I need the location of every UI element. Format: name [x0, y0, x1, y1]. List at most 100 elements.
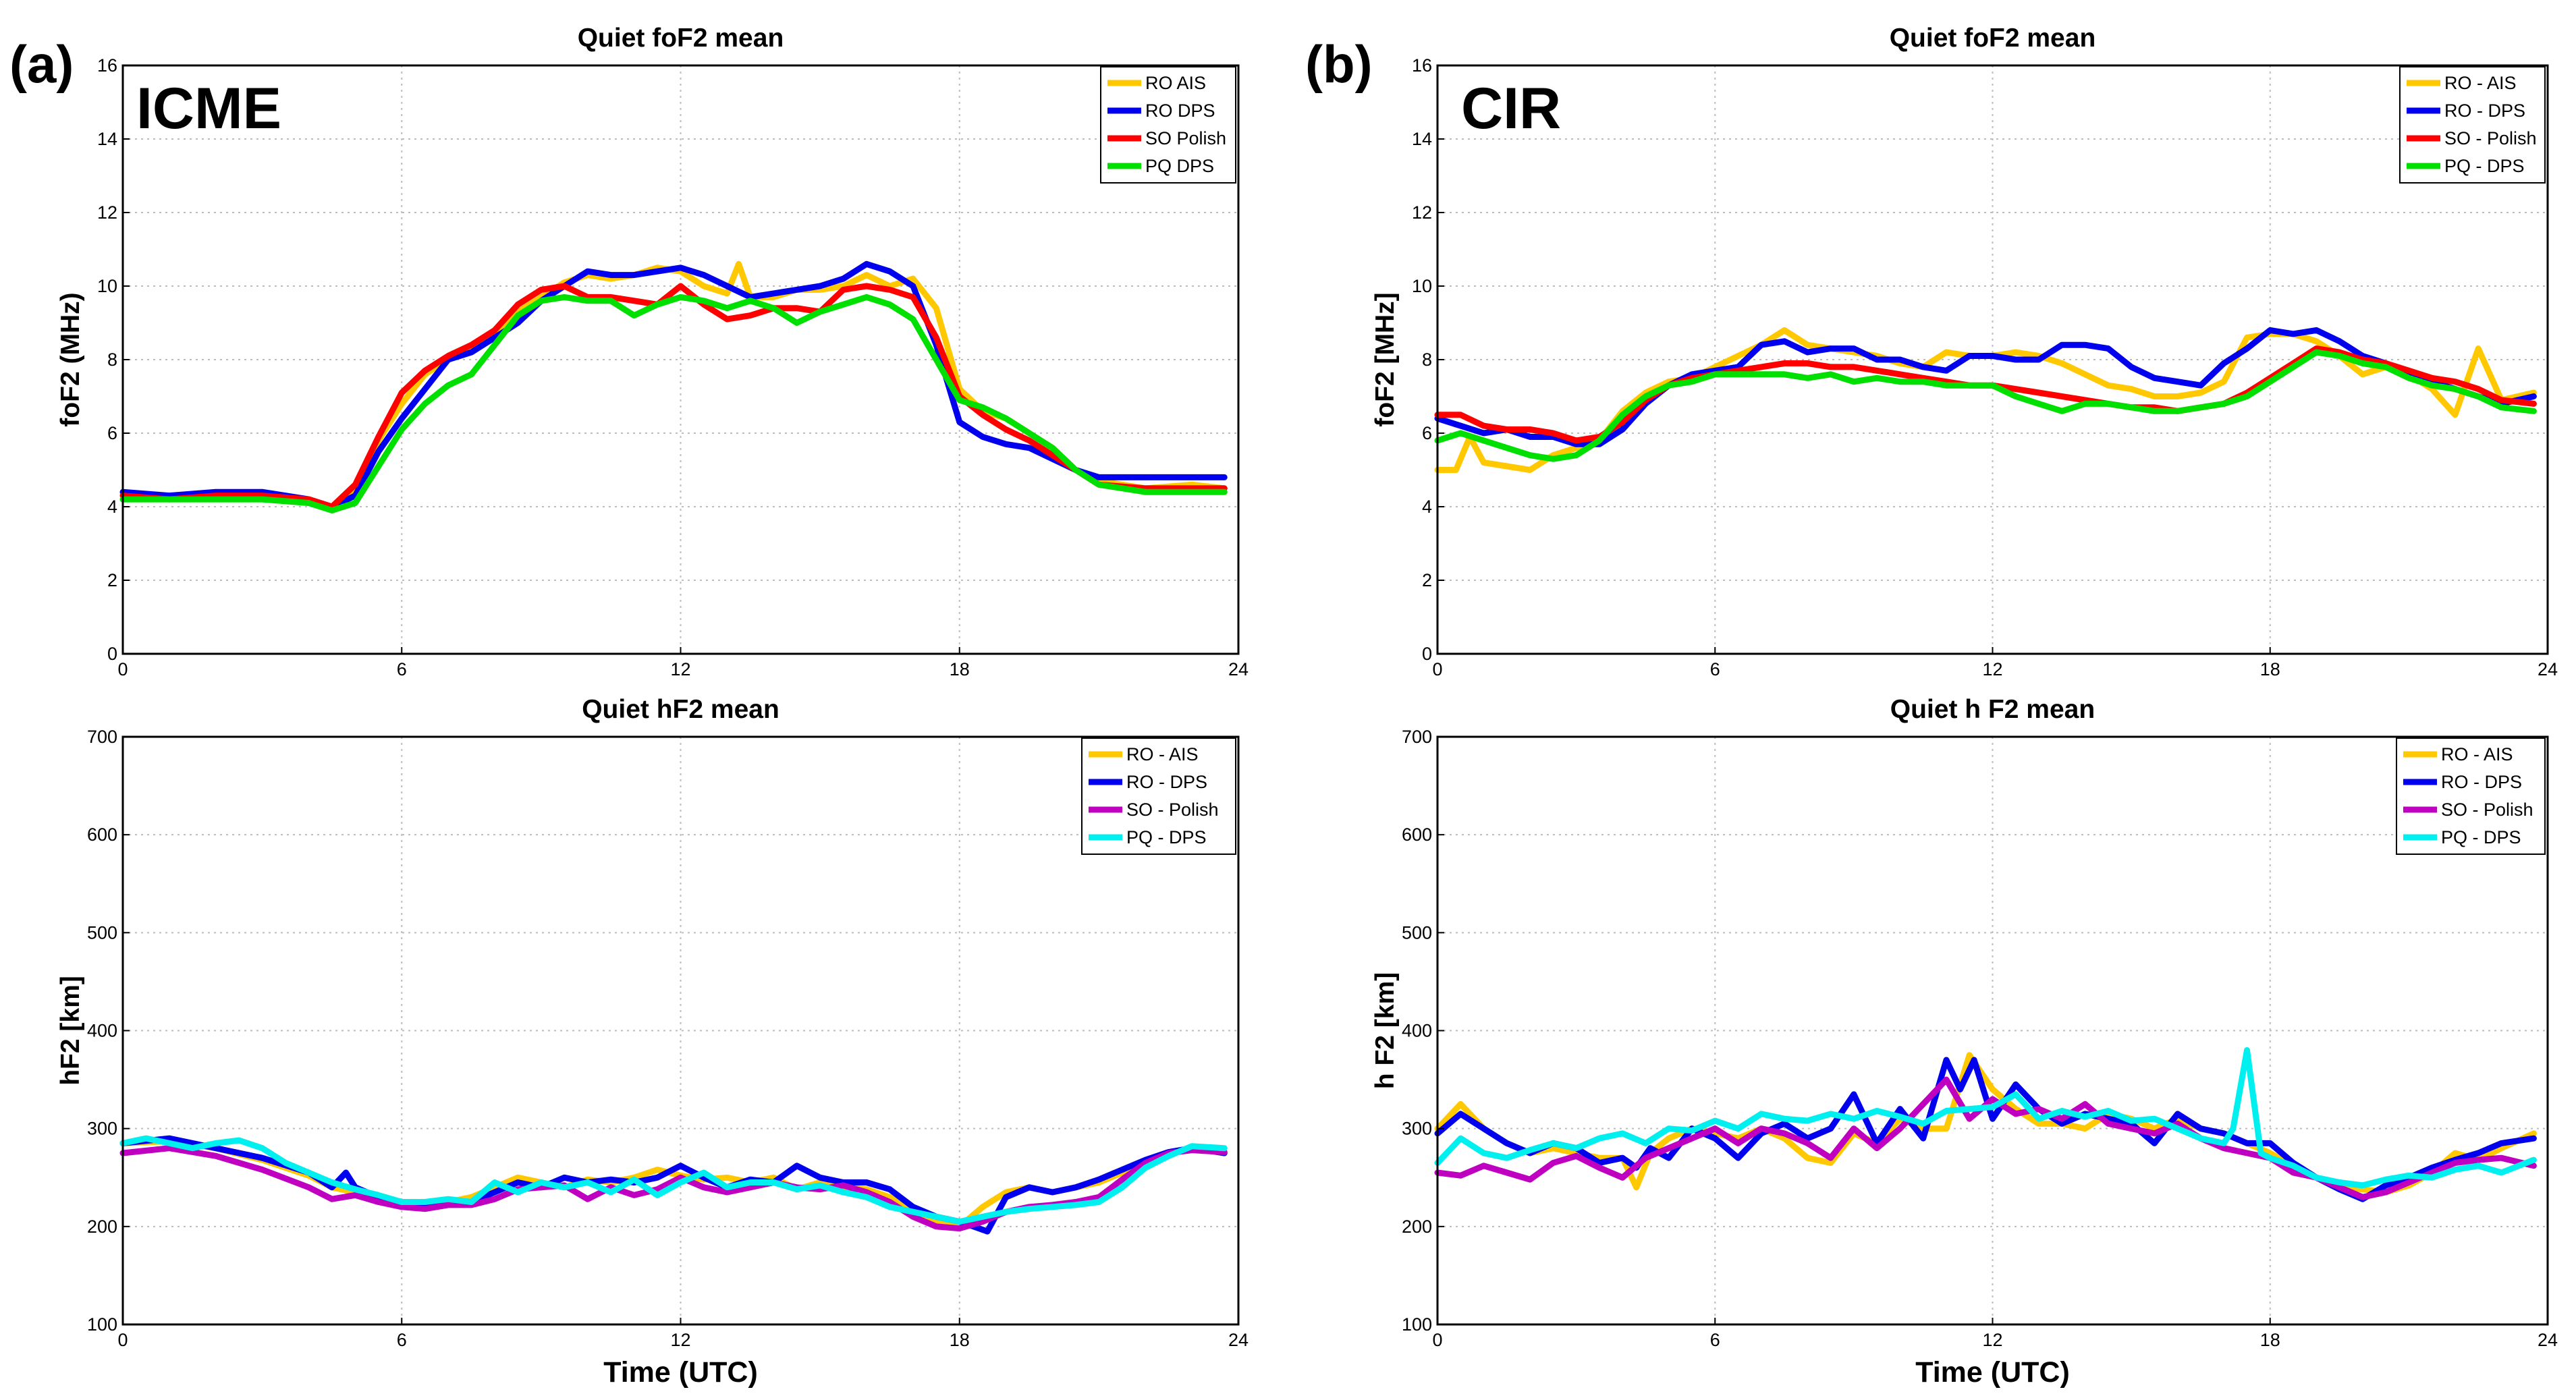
legend-entry: PQ - DPS	[2441, 827, 2521, 847]
legend-entry: RO AIS	[1145, 73, 1206, 93]
event-label-icme: ICME	[136, 76, 281, 141]
y-tick-label: 600	[87, 824, 117, 845]
panel-letter-a: (a)	[9, 34, 74, 94]
legend-entry: RO DPS	[1145, 101, 1215, 121]
series-line-4	[119, 293, 1228, 513]
legend: RO - AIS RO - DPS SO - Polish PQ - DPS	[1081, 737, 1236, 855]
y-tick-label: 14	[97, 129, 117, 149]
y-tick-label: 500	[87, 922, 117, 943]
x-tick-label: 12	[1982, 1330, 2002, 1350]
y-tick-label: 10	[1412, 276, 1432, 296]
legend-entry: SO Polish	[1145, 128, 1226, 148]
x-tick-label: 18	[950, 659, 970, 679]
y-tick-label: 4	[107, 497, 117, 517]
legend-entry: PQ - DPS	[1126, 827, 1207, 847]
y-tick-label: 300	[87, 1119, 117, 1139]
series-line-2	[119, 260, 1228, 510]
series-line-4	[1434, 1047, 2537, 1189]
x-tick-label: 6	[397, 659, 407, 679]
y-tick-label: 8	[107, 350, 117, 370]
y-axis-label: hF2 [km]	[56, 976, 85, 1086]
legend-entry: SO - Polish	[2444, 128, 2537, 148]
legend-entry: SO - Polish	[1126, 800, 1219, 820]
chart-title: Quiet foF2 mean	[1890, 24, 2096, 53]
y-tick-label: 0	[1422, 644, 1432, 664]
y-tick-label: 4	[1422, 497, 1432, 517]
legend-entry: RO - DPS	[2444, 101, 2525, 121]
y-tick-label: 14	[1412, 129, 1432, 149]
legend: RO AIS RO DPS SO Polish PQ DPS	[1100, 66, 1236, 184]
y-tick-label: 0	[107, 644, 117, 664]
x-tick-label: 24	[1228, 1330, 1249, 1350]
y-tick-label: 6	[1422, 423, 1432, 443]
y-tick-label: 400	[1402, 1021, 1432, 1041]
legend-entry: PQ DPS	[1145, 156, 1214, 176]
y-axis-label: foF2 (MHz)	[56, 292, 85, 426]
y-tick-label: 400	[87, 1021, 117, 1041]
x-axis-label: Time (UTC)	[1915, 1356, 2070, 1389]
legend-entry: RO - AIS	[2441, 744, 2513, 764]
y-tick-label: 12	[97, 202, 117, 223]
y-tick-label: 200	[1402, 1217, 1432, 1237]
series-line-4	[119, 1135, 1228, 1225]
y-tick-label: 500	[1402, 922, 1432, 943]
y-tick-label: 300	[1402, 1119, 1432, 1139]
panel-letter-b: (b)	[1305, 34, 1373, 94]
y-axis-label: foF2 [MHz]	[1371, 292, 1400, 426]
x-tick-label: 18	[2260, 1330, 2280, 1350]
y-tick-label: 600	[1402, 824, 1432, 845]
legend-entry: RO - AIS	[1126, 744, 1199, 764]
y-tick-label: 2	[107, 570, 117, 590]
y-tick-label: 700	[87, 727, 117, 747]
x-axis-label: Time (UTC)	[603, 1356, 758, 1389]
y-tick-label: 700	[1402, 727, 1432, 747]
x-tick-label: 24	[1228, 659, 1249, 679]
panel-letter-b-label: (b)	[1305, 34, 1373, 94]
chart-title: Quiet h F2 mean	[1890, 695, 2095, 724]
legend-entry: RO - DPS	[1126, 772, 1207, 792]
series-line-2	[1434, 327, 2537, 447]
x-tick-label: 24	[2538, 1330, 2558, 1350]
legend-entry: RO - AIS	[2444, 73, 2517, 93]
y-axis-label: h F2 [km]	[1371, 972, 1400, 1089]
y-tick-label: 6	[107, 423, 117, 443]
legend: RO - AIS RO - DPS SO - Polish PQ - DPS	[2396, 737, 2546, 855]
series-line-3	[119, 283, 1228, 510]
plot-cir-hf2: 100 200 300 400 500 600 700 0 6 12 18 24 Quiet h F2 …	[1371, 695, 2558, 1389]
y-tick-label: 100	[1402, 1314, 1432, 1335]
y-tick-label: 8	[1422, 350, 1432, 370]
x-tick-label: 0	[117, 1330, 128, 1350]
legend-entry: PQ - DPS	[2444, 156, 2525, 176]
x-tick-label: 0	[1432, 1330, 1442, 1350]
y-tick-label: 2	[1422, 570, 1432, 590]
legend-entry: SO - Polish	[2441, 800, 2533, 820]
x-tick-label: 6	[397, 1330, 407, 1350]
x-tick-label: 12	[1982, 659, 2002, 679]
x-tick-label: 18	[950, 1330, 970, 1350]
y-tick-label: 12	[1412, 202, 1432, 223]
plot-icme-hf2: 100 200 300 400 500 600 700 0 6 12 18 24 Quiet hF2 m…	[56, 695, 1249, 1389]
x-tick-label: 12	[670, 659, 690, 679]
y-tick-label: 16	[1412, 55, 1432, 76]
x-tick-label: 0	[117, 659, 128, 679]
x-tick-label: 0	[1432, 659, 1442, 679]
y-tick-label: 200	[87, 1217, 117, 1237]
y-tick-label: 100	[87, 1314, 117, 1335]
x-tick-label: 6	[1710, 659, 1720, 679]
x-tick-label: 24	[2538, 659, 2558, 679]
event-label-cir: CIR	[1461, 76, 1561, 141]
legend: RO - AIS RO - DPS SO - Polish PQ - DPS	[2399, 66, 2546, 184]
series-line-4	[1434, 349, 2537, 462]
x-tick-label: 6	[1710, 1330, 1720, 1350]
legend-entry: RO - DPS	[2441, 772, 2522, 792]
panel-letter-a-label: (a)	[9, 34, 74, 94]
x-tick-label: 18	[2260, 659, 2280, 679]
chart-title: Quiet foF2 mean	[578, 24, 784, 53]
y-tick-label: 10	[97, 276, 117, 296]
x-tick-label: 12	[670, 1330, 690, 1350]
chart-title: Quiet hF2 mean	[582, 695, 779, 724]
y-tick-label: 16	[97, 55, 117, 76]
